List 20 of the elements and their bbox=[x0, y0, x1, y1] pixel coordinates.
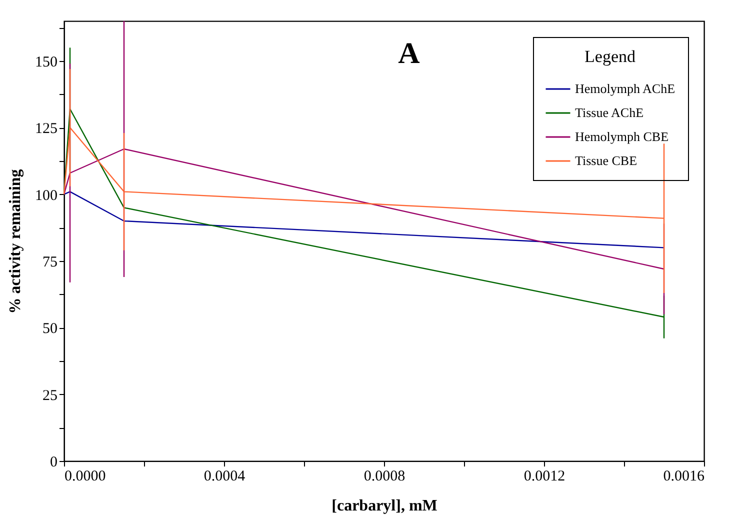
y-tick-label: 125 bbox=[35, 121, 58, 138]
y-tick-label: 100 bbox=[35, 188, 58, 204]
legend-label: Tissue CBE bbox=[575, 153, 638, 168]
legend-label: Hemolymph AChE bbox=[575, 81, 676, 96]
x-tick-label: 0.0016 bbox=[663, 468, 705, 484]
y-tick-label: 150 bbox=[35, 54, 58, 70]
y-tick-label: 75 bbox=[42, 254, 58, 270]
y-tick-label: 50 bbox=[42, 321, 58, 338]
legend-title: Legend bbox=[584, 47, 636, 66]
y-axis-title: % activity remaining bbox=[7, 169, 24, 314]
x-tick-label: 0.0008 bbox=[364, 468, 406, 484]
x-tick-label: 0.0012 bbox=[524, 468, 566, 484]
annotation: A bbox=[398, 37, 420, 70]
x-axis-title: [carbaryl], mM bbox=[332, 498, 438, 514]
y-tick-label: 0 bbox=[50, 454, 58, 470]
legend-label: Tissue AChE bbox=[575, 105, 644, 120]
x-tick-label: 0.0000 bbox=[64, 468, 106, 484]
legend-label: Hemolymph CBE bbox=[575, 129, 669, 144]
y-tick-label: 25 bbox=[42, 388, 58, 404]
x-tick-label: 0.0004 bbox=[204, 468, 246, 484]
